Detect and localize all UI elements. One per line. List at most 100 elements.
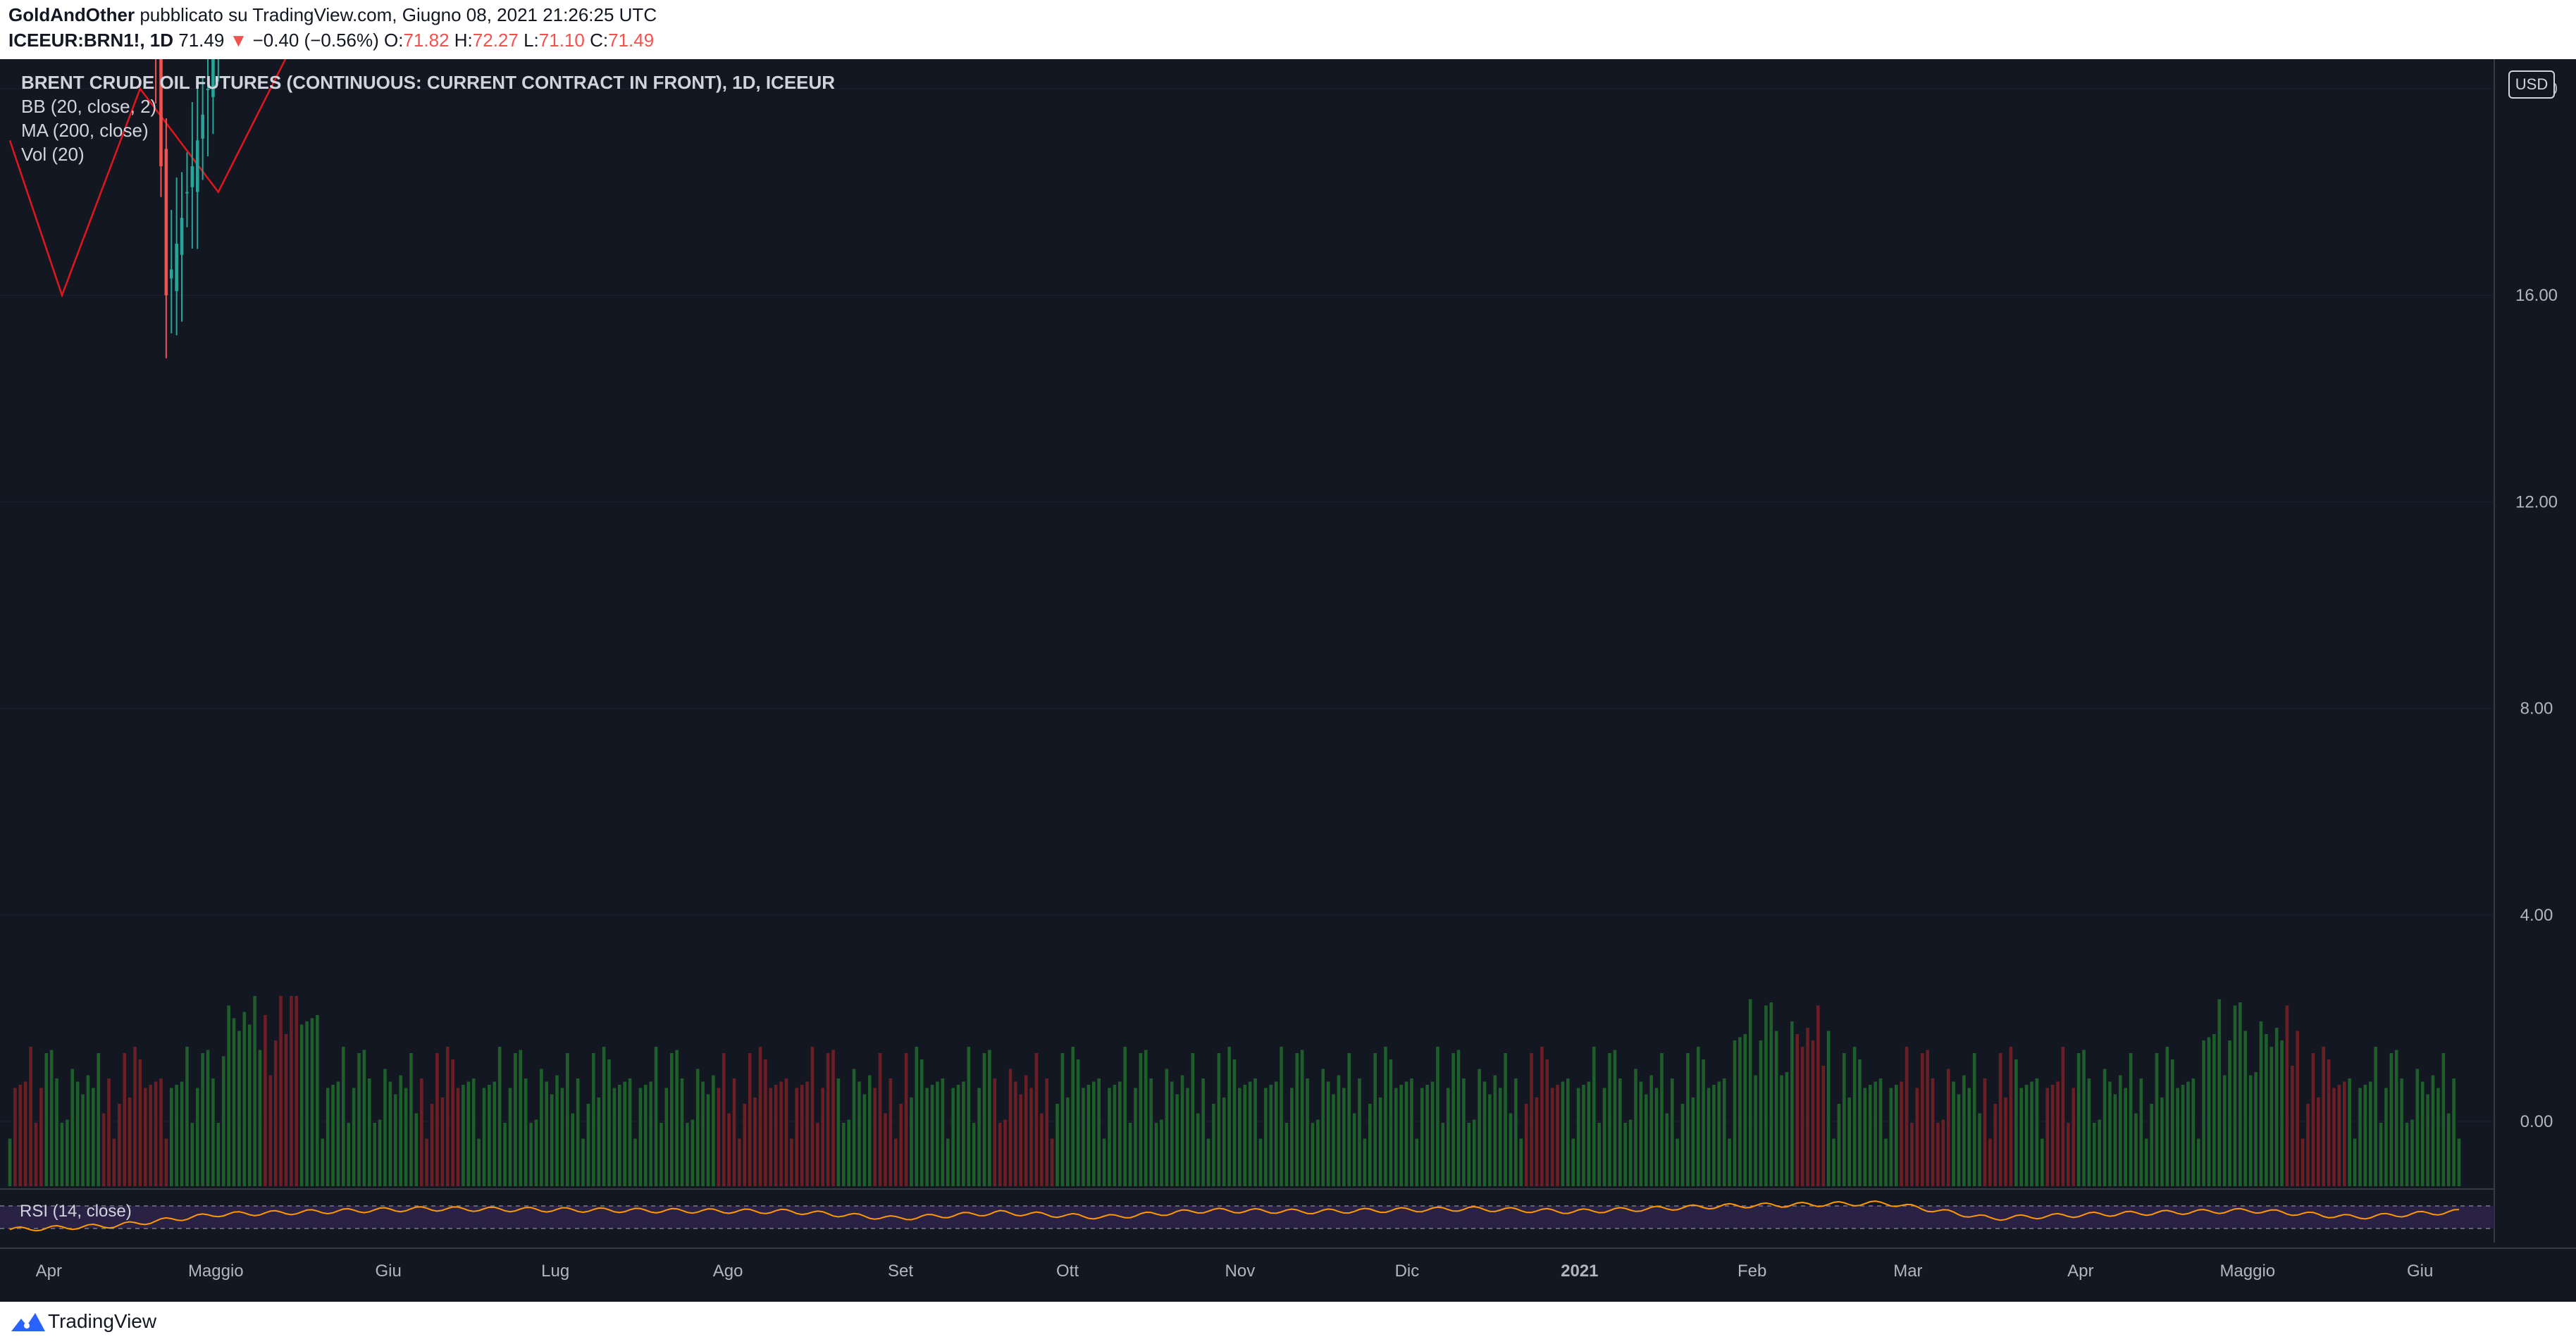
volume-bar bbox=[904, 1053, 908, 1186]
volume-bar bbox=[1467, 1123, 1471, 1186]
open-label: O: bbox=[384, 30, 404, 51]
rsi-legend[interactable]: RSI (14, close) bbox=[20, 1202, 132, 1221]
volume-bar bbox=[1743, 1034, 1747, 1186]
volume-bar bbox=[1175, 1094, 1179, 1186]
candle-body bbox=[195, 140, 199, 192]
volume-bar bbox=[1498, 1088, 1502, 1186]
volume-bar bbox=[1097, 1078, 1101, 1186]
volume-bar bbox=[810, 1047, 815, 1186]
volume-bar bbox=[618, 1085, 621, 1186]
volume-bar bbox=[972, 1123, 976, 1186]
volume-bar bbox=[1837, 1104, 1841, 1186]
high-value: 72.27 bbox=[472, 30, 519, 51]
volume-bar bbox=[451, 1059, 454, 1186]
price-chart[interactable]: −4.000.004.008.0012.0016.0020.0024.0028.… bbox=[0, 59, 2576, 1302]
volume-bar bbox=[779, 1081, 783, 1186]
volume-bar bbox=[2228, 1040, 2231, 1186]
volume-bar bbox=[2259, 1021, 2263, 1186]
volume-bar bbox=[686, 1123, 689, 1186]
volume-bar bbox=[497, 1047, 502, 1186]
volume-bar bbox=[2150, 1104, 2153, 1186]
volume-bar bbox=[419, 1078, 423, 1186]
volume-bar bbox=[321, 1138, 325, 1186]
volume-bar bbox=[607, 1059, 611, 1186]
down-arrow-icon: ▼ bbox=[229, 30, 248, 51]
volume-bar bbox=[753, 1097, 757, 1186]
volume-bar bbox=[362, 1050, 366, 1186]
volume-bar bbox=[227, 1005, 230, 1186]
volume-bar bbox=[862, 1094, 867, 1186]
volume-bar bbox=[164, 1138, 168, 1186]
volume-bar bbox=[800, 1085, 804, 1186]
volume-bar bbox=[1978, 1113, 1981, 1186]
candle-body bbox=[175, 243, 178, 292]
volume-bar bbox=[316, 1015, 319, 1186]
volume-bar bbox=[1378, 1097, 1382, 1186]
volume-bar bbox=[66, 1119, 69, 1186]
volume-bar bbox=[936, 1081, 939, 1186]
volume-bar bbox=[2353, 1138, 2357, 1186]
candle-body bbox=[185, 192, 189, 194]
volume-bar bbox=[1634, 1069, 1637, 1186]
volume-bar bbox=[49, 1050, 54, 1186]
volume-bar bbox=[1186, 1088, 1189, 1186]
volume-bar bbox=[919, 1059, 924, 1186]
volume-bar bbox=[2394, 1050, 2398, 1186]
volume-bar bbox=[2248, 1075, 2253, 1186]
volume-bar bbox=[852, 1069, 856, 1186]
volume-bar bbox=[2311, 1053, 2315, 1186]
volume-bar bbox=[1389, 1059, 1393, 1186]
volume-bar bbox=[1008, 1069, 1013, 1186]
volume-bar bbox=[930, 1085, 934, 1186]
volume-bar bbox=[1660, 1053, 1664, 1186]
volume-bar bbox=[1884, 1138, 1888, 1186]
volume-bar bbox=[2233, 1005, 2237, 1186]
volume-bar bbox=[1404, 1081, 1408, 1186]
x-tick-label: Feb bbox=[1738, 1262, 1766, 1281]
legend-ma[interactable]: MA (200, close) bbox=[21, 120, 149, 141]
volume-bar bbox=[623, 1081, 626, 1186]
legend-vol[interactable]: Vol (20) bbox=[21, 144, 85, 165]
author-name[interactable]: GoldAndOther bbox=[8, 4, 135, 25]
volume-bar bbox=[211, 1078, 215, 1186]
volume-bar bbox=[540, 1069, 543, 1186]
volume-bar bbox=[1248, 1081, 1252, 1186]
volume-bar bbox=[1550, 1088, 1554, 1186]
volume-bar bbox=[732, 1078, 736, 1186]
x-tick-label: Ago bbox=[713, 1262, 743, 1281]
x-tick-label: Mar bbox=[1893, 1262, 1922, 1281]
volume-bar bbox=[550, 1094, 554, 1186]
volume-bar bbox=[1358, 1078, 1361, 1186]
volume-bar bbox=[1269, 1085, 1273, 1186]
volume-bar bbox=[878, 1053, 882, 1186]
volume-bar bbox=[1952, 1081, 1955, 1186]
volume-bar bbox=[273, 1040, 278, 1186]
volume-bar bbox=[326, 1088, 330, 1186]
volume-bar bbox=[695, 1069, 700, 1186]
volume-bar bbox=[1029, 1088, 1033, 1186]
volume-bar bbox=[1874, 1081, 1877, 1186]
volume-bar bbox=[1696, 1047, 1700, 1186]
volume-bar bbox=[2207, 1037, 2211, 1186]
volume-bar bbox=[373, 1123, 376, 1186]
volume-bar bbox=[2410, 1119, 2414, 1186]
volume-bar bbox=[1738, 1037, 1742, 1186]
volume-bar bbox=[555, 1075, 559, 1186]
header-bar: GoldAndOther pubblicato su TradingView.c… bbox=[0, 0, 2576, 59]
legend-bb[interactable]: BB (20, close, 2) bbox=[21, 96, 157, 117]
x-tick-label: Apr bbox=[2067, 1262, 2093, 1281]
volume-bar bbox=[2285, 1005, 2289, 1186]
brand-name[interactable]: TradingView bbox=[48, 1310, 157, 1332]
volume-bar bbox=[592, 1053, 595, 1186]
volume-bar bbox=[1754, 1075, 1757, 1186]
volume-bar bbox=[982, 1053, 986, 1186]
volume-bar bbox=[2019, 1088, 2024, 1186]
currency-button[interactable]: USD bbox=[2508, 70, 2555, 99]
volume-bar bbox=[2041, 1138, 2044, 1186]
tradingview-logo-icon[interactable] bbox=[10, 1307, 47, 1336]
volume-bar bbox=[1425, 1085, 1429, 1186]
volume-bar bbox=[758, 1047, 762, 1186]
volume-bar bbox=[571, 1113, 575, 1186]
volume-bar bbox=[1800, 1047, 1804, 1186]
volume-bar bbox=[2243, 1031, 2248, 1186]
